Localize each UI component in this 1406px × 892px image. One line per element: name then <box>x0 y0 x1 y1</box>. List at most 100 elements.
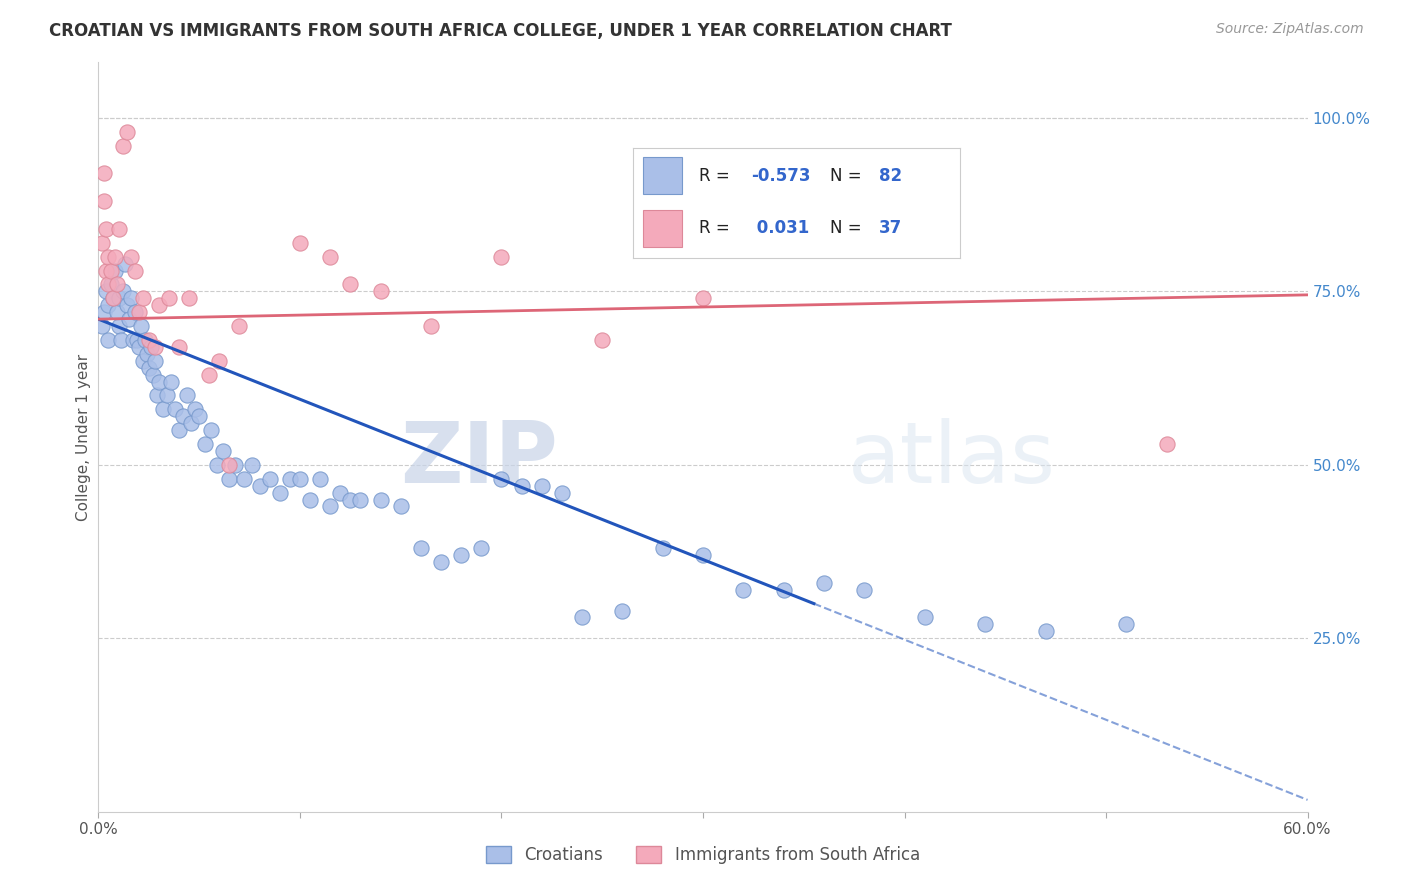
Point <box>115 298 138 312</box>
Point <box>135 347 157 361</box>
Point <box>329 485 352 500</box>
Point <box>167 423 190 437</box>
Point <box>591 333 613 347</box>
Text: 37: 37 <box>879 219 901 237</box>
Point <box>208 353 231 368</box>
Text: CROATIAN VS IMMIGRANTS FROM SOUTH AFRICA COLLEGE, UNDER 1 YEAR CORRELATION CHART: CROATIAN VS IMMIGRANTS FROM SOUTH AFRICA… <box>49 22 952 40</box>
Point <box>450 548 472 562</box>
Point <box>176 388 198 402</box>
Text: N =: N = <box>830 167 866 185</box>
Point <box>121 333 143 347</box>
Point <box>651 541 673 555</box>
Point <box>853 582 876 597</box>
Point <box>97 298 120 312</box>
Point <box>319 500 342 514</box>
Text: 82: 82 <box>879 167 901 185</box>
Point <box>1156 437 1178 451</box>
Text: -0.573: -0.573 <box>751 167 811 185</box>
Point <box>93 194 115 209</box>
Point <box>198 368 221 382</box>
Point <box>914 610 936 624</box>
Point <box>571 610 593 624</box>
Point <box>132 291 155 305</box>
Point <box>111 138 134 153</box>
Point <box>733 582 755 597</box>
Point <box>207 458 229 472</box>
Text: R =: R = <box>699 167 735 185</box>
Point <box>228 319 250 334</box>
Text: atlas: atlas <box>848 418 1056 501</box>
Point <box>110 333 132 347</box>
Point <box>218 458 240 472</box>
Point <box>129 319 152 334</box>
Point <box>1035 624 1057 639</box>
Point <box>772 582 794 597</box>
Point <box>278 472 301 486</box>
Point <box>103 250 125 264</box>
Point <box>309 472 332 486</box>
Point <box>152 402 174 417</box>
Text: Source: ZipAtlas.com: Source: ZipAtlas.com <box>1216 22 1364 37</box>
Point <box>339 277 361 292</box>
Point <box>491 472 513 486</box>
Point <box>96 222 118 236</box>
Point <box>105 277 128 292</box>
Point <box>319 250 342 264</box>
Text: N =: N = <box>830 219 866 237</box>
Point <box>107 222 129 236</box>
Point <box>101 291 124 305</box>
Point <box>551 485 574 500</box>
Point <box>157 291 180 305</box>
Point <box>139 340 162 354</box>
Point <box>491 250 513 264</box>
Point <box>111 285 134 299</box>
Point <box>93 166 115 180</box>
Point <box>240 458 263 472</box>
Point <box>91 235 114 250</box>
Legend: Croatians, Immigrants from South Africa: Croatians, Immigrants from South Africa <box>479 839 927 871</box>
Point <box>370 492 392 507</box>
Point <box>143 340 166 354</box>
Point <box>179 291 201 305</box>
Point <box>160 375 183 389</box>
Point <box>288 235 311 250</box>
Point <box>132 353 155 368</box>
Point <box>430 555 453 569</box>
Point <box>172 409 194 424</box>
Point <box>420 319 443 334</box>
Point <box>100 263 122 277</box>
Bar <box>643 157 682 194</box>
Point <box>124 263 146 277</box>
Point <box>118 312 141 326</box>
Point <box>370 285 392 299</box>
Point <box>156 388 179 402</box>
Point <box>224 458 246 472</box>
Point <box>148 375 170 389</box>
Point <box>101 291 124 305</box>
Text: R =: R = <box>699 219 735 237</box>
Point <box>103 263 125 277</box>
Point <box>167 340 190 354</box>
Point <box>612 603 634 617</box>
Point <box>974 617 997 632</box>
Text: ZIP: ZIP <box>401 418 558 501</box>
Point <box>97 277 120 292</box>
Point <box>128 305 150 319</box>
Point <box>146 388 169 402</box>
Point <box>134 333 156 347</box>
Point <box>259 472 281 486</box>
Point <box>288 472 311 486</box>
Point <box>180 416 202 430</box>
Point <box>389 500 412 514</box>
Point <box>105 305 128 319</box>
Point <box>1115 617 1137 632</box>
Point <box>188 409 211 424</box>
Point <box>194 437 217 451</box>
Point <box>299 492 322 507</box>
Point <box>232 472 254 486</box>
Point <box>115 125 138 139</box>
Point <box>249 478 271 492</box>
Point <box>142 368 165 382</box>
Point <box>692 548 714 562</box>
Point <box>349 492 371 507</box>
